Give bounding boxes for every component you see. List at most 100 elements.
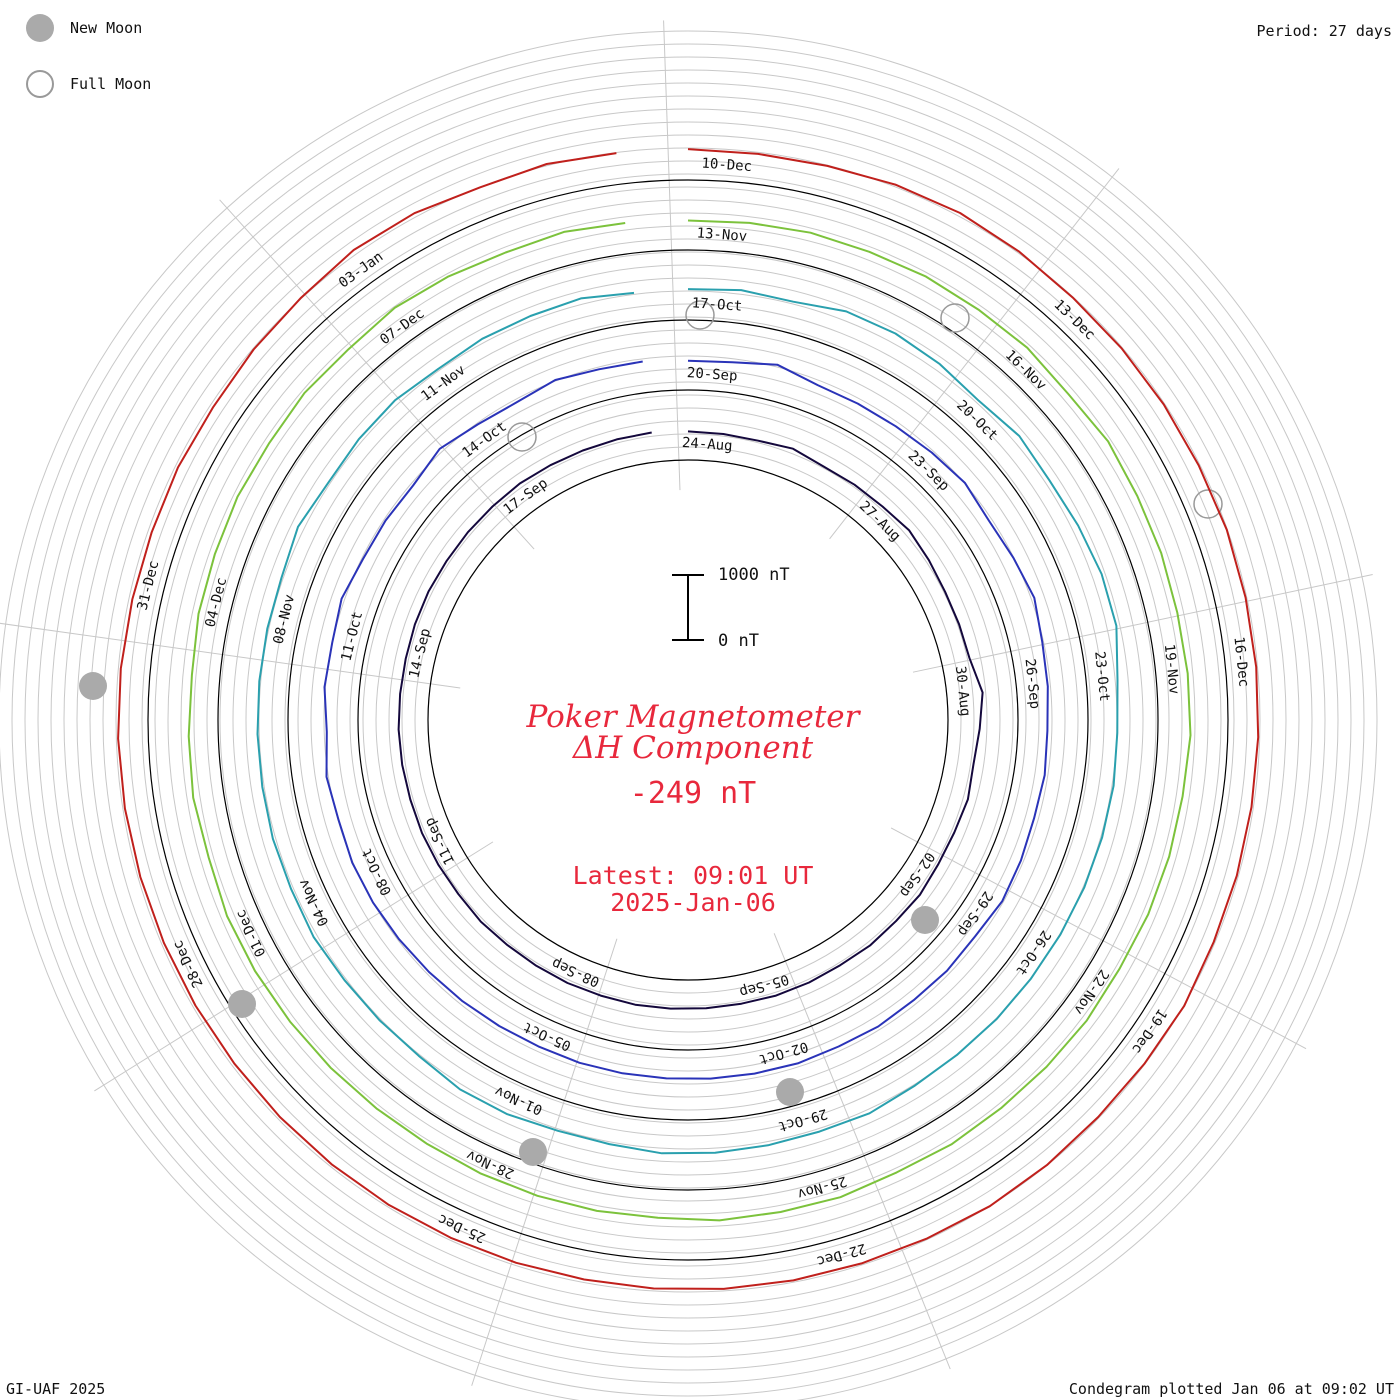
- title-line2: ΔH Component: [572, 730, 814, 766]
- new-moon-marker: [228, 990, 256, 1018]
- date-label: 04-Nov: [296, 876, 333, 928]
- date-label: 02-Oct: [757, 1038, 810, 1067]
- date-label: 11-Oct: [338, 610, 366, 663]
- grid-ring: [297, 329, 1079, 1111]
- grid-ring: [193, 225, 1183, 1215]
- grid-ring: [50, 82, 1326, 1358]
- date-label: 05-Oct: [521, 1018, 574, 1053]
- grid-ring: [0, 30, 1378, 1400]
- grid-spoke: [912, 573, 1373, 673]
- grid-ring: [167, 199, 1209, 1241]
- footer-right: Condegram plotted Jan 06 at 09:02 UT: [1068, 1380, 1394, 1398]
- legend-full-moon: Full Moon: [26, 70, 151, 98]
- new-moon-marker: [519, 1138, 547, 1166]
- grid-ring: [388, 420, 988, 1020]
- grid-spoke: [829, 168, 1120, 540]
- latest-date: 2025-Jan-06: [610, 888, 776, 917]
- grid-spoke: [94, 841, 494, 1092]
- date-label: 17-Oct: [691, 295, 743, 314]
- grid-spoke: [663, 20, 681, 491]
- grid-spoke: [773, 933, 951, 1370]
- full-moon-marker: [940, 303, 970, 333]
- series-line: [187, 219, 1192, 1222]
- center-text: Poker Magnetometer ΔH Component -249 nT …: [526, 699, 862, 917]
- date-label: 20-Oct: [953, 397, 1000, 444]
- grid-ring: [349, 381, 1027, 1059]
- date-label: 30-Aug: [952, 665, 973, 717]
- grid-ring: [63, 95, 1313, 1345]
- date-label: 23-Sep: [905, 448, 952, 495]
- scale-bar: 1000 nT 0 nT: [672, 565, 790, 651]
- grid-ring: [11, 43, 1365, 1397]
- grid-ring: [284, 316, 1092, 1124]
- series-line: [117, 148, 1260, 1290]
- date-label: 07-Dec: [377, 306, 427, 349]
- date-label: 20-Sep: [686, 365, 738, 384]
- grid-ring: [232, 264, 1144, 1176]
- date-label: 13-Nov: [696, 225, 748, 244]
- date-label: 16-Dec: [1230, 636, 1251, 688]
- grid-ring: [362, 394, 1014, 1046]
- grid-ring: [154, 186, 1222, 1254]
- full-moon-icon: [26, 70, 54, 98]
- grid-ring: [180, 212, 1196, 1228]
- baseline-circle: [147, 179, 1229, 1261]
- baseline-circle: [217, 249, 1159, 1191]
- date-label: 01-Dec: [233, 907, 270, 959]
- grid-ring: [375, 407, 1001, 1033]
- new-moon-marker: [911, 906, 939, 934]
- grid-ring: [89, 121, 1287, 1319]
- baseline-circle: [427, 459, 949, 981]
- grid-ring: [206, 238, 1170, 1202]
- grid-ring: [271, 303, 1105, 1137]
- baseline-circles: [147, 179, 1229, 1261]
- grid-ring: [323, 355, 1053, 1085]
- date-label: 31-Dec: [135, 559, 163, 612]
- moon-markers: [79, 300, 1223, 1166]
- footer-left: GI-UAF 2025: [6, 1380, 106, 1398]
- date-label: 26-Sep: [1021, 658, 1042, 710]
- grid-ring: [102, 134, 1274, 1306]
- date-label: 11-Nov: [418, 362, 468, 405]
- baseline-circle: [287, 319, 1089, 1121]
- full-moon-marker: [1193, 489, 1223, 519]
- new-moon-marker: [79, 672, 107, 700]
- new-moon-label: New Moon: [70, 19, 143, 37]
- date-label: 08-Sep: [549, 955, 602, 990]
- grid-ring: [24, 56, 1352, 1384]
- grid-ring: [115, 147, 1261, 1293]
- grid-spoke: [471, 938, 618, 1386]
- data-series: [117, 148, 1260, 1290]
- title-line1: Poker Magnetometer: [526, 699, 862, 735]
- series-line: [397, 430, 984, 1010]
- grid-spoke: [0, 622, 461, 689]
- grid-ring: [219, 251, 1157, 1189]
- date-label: 10-Dec: [701, 156, 753, 175]
- full-moon-marker: [685, 300, 715, 330]
- new-moon-marker: [776, 1078, 804, 1106]
- date-label: 14-Oct: [459, 419, 509, 462]
- grid-ring: [336, 368, 1040, 1072]
- grid-ring: [76, 108, 1300, 1332]
- date-label: 23-Oct: [1091, 650, 1112, 702]
- series-line: [323, 359, 1049, 1080]
- date-label: 16-Nov: [1002, 347, 1049, 394]
- grid-ring: [401, 433, 975, 1007]
- grid-ring: [245, 277, 1131, 1163]
- grid-ring: [141, 173, 1235, 1267]
- scale-top-label: 1000 nT: [718, 565, 790, 585]
- spoke-grid: [0, 20, 1373, 1386]
- baseline-circle: [357, 389, 1019, 1051]
- latest-value: -249 nT: [630, 776, 756, 811]
- full-moon-label: Full Moon: [70, 75, 152, 93]
- series-line: [256, 288, 1119, 1155]
- date-label: 25-Dec: [436, 1210, 489, 1245]
- ring-grid: [0, 30, 1378, 1400]
- full-moon-marker: [507, 422, 537, 452]
- grid-spoke: [890, 827, 1307, 1050]
- grid-ring: [128, 160, 1248, 1280]
- date-label: 01-Nov: [492, 1082, 545, 1117]
- legend-new-moon: New Moon: [26, 14, 142, 42]
